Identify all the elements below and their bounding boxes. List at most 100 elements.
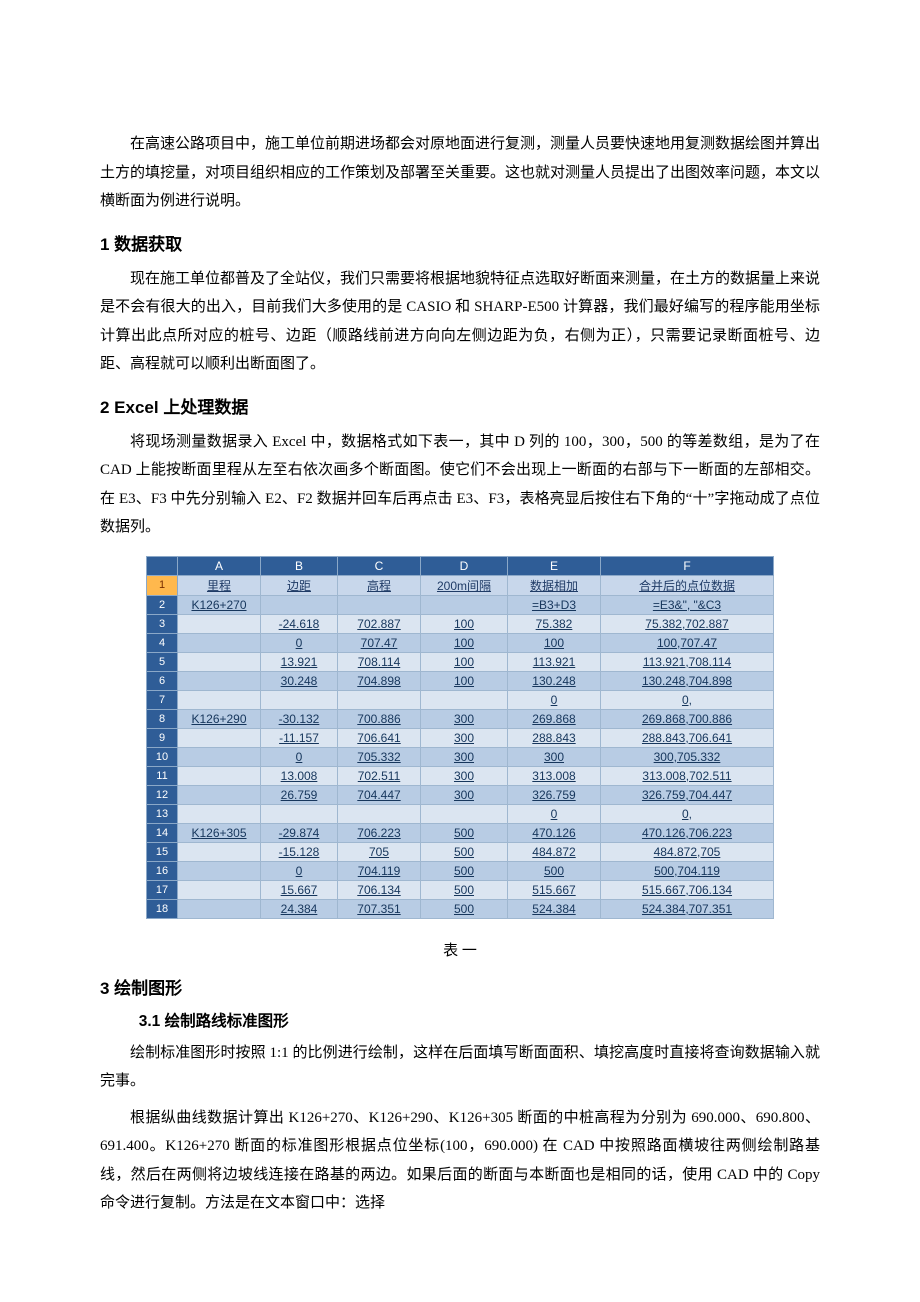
table-cell: 0: [508, 690, 601, 709]
table-cell: 113.921: [508, 652, 601, 671]
table-cell: [178, 671, 261, 690]
row-header: 10: [147, 747, 178, 766]
col-header: A: [178, 556, 261, 575]
table-cell: 500: [421, 842, 508, 861]
section-3-1-title: 3.1 绘制路线标准图形: [100, 1009, 820, 1031]
row-header: 15: [147, 842, 178, 861]
table-cell: -11.157: [261, 728, 338, 747]
table-cell: =E3&", "&C3: [601, 595, 774, 614]
table-cell: [178, 861, 261, 880]
table-cell: 100: [421, 633, 508, 652]
table-cell: [178, 766, 261, 785]
table-cell: 15.667: [261, 880, 338, 899]
table-cell: [178, 842, 261, 861]
table-cell: [261, 690, 338, 709]
table-cell: [178, 633, 261, 652]
table-cell: 707.351: [338, 899, 421, 918]
sub-header-cell: 高程: [338, 575, 421, 595]
table-cell: 500: [421, 899, 508, 918]
table-cell: -15.128: [261, 842, 338, 861]
table-cell: [338, 804, 421, 823]
table-cell: 704.898: [338, 671, 421, 690]
table-cell: 269.868,700.886: [601, 709, 774, 728]
table-cell: 100,707.47: [601, 633, 774, 652]
table-cell: 300: [421, 728, 508, 747]
table-cell: [338, 595, 421, 614]
section-2-paragraph: 将现场测量数据录入 Excel 中，数据格式如下表一，其中 D 列的 100，3…: [100, 428, 820, 542]
section-3-paragraph-2: 根据纵曲线数据计算出 K126+270、K126+290、K126+305 断面…: [100, 1104, 820, 1218]
table-cell: 706.641: [338, 728, 421, 747]
table-cell: 0,: [601, 690, 774, 709]
table-cell: [261, 595, 338, 614]
col-header: F: [601, 556, 774, 575]
table-cell: 0: [261, 633, 338, 652]
section-2-title: 2 Excel 上处理数据: [100, 393, 820, 418]
table-cell: K126+270: [178, 595, 261, 614]
table-cell: 130.248,704.898: [601, 671, 774, 690]
table-cell: -29.874: [261, 823, 338, 842]
table-cell: [338, 690, 421, 709]
table-cell: 326.759: [508, 785, 601, 804]
table-cell: 0,: [601, 804, 774, 823]
table-cell: 708.114: [338, 652, 421, 671]
table-cell: 100: [421, 652, 508, 671]
table-cell: 706.223: [338, 823, 421, 842]
table-cell: K126+305: [178, 823, 261, 842]
table-cell: 75.382,702.887: [601, 614, 774, 633]
section-1-title: 1 数据获取: [100, 230, 820, 255]
table-cell: 500: [421, 823, 508, 842]
excel-table-wrap: ABCDEF1里程边距高程200m间隔数据相加合并后的点位数据2K126+270…: [100, 556, 820, 919]
row-header: 12: [147, 785, 178, 804]
table-cell: [178, 652, 261, 671]
table-caption: 表 一: [100, 939, 820, 960]
table-cell: 130.248: [508, 671, 601, 690]
row-header: 17: [147, 880, 178, 899]
table-cell: [421, 690, 508, 709]
table-cell: 113.921,708.114: [601, 652, 774, 671]
table-cell: 0: [508, 804, 601, 823]
table-cell: 75.382: [508, 614, 601, 633]
table-cell: [178, 899, 261, 918]
row-header: 11: [147, 766, 178, 785]
table-cell: 100: [508, 633, 601, 652]
table-cell: [421, 804, 508, 823]
table-cell: 300: [421, 709, 508, 728]
row-header: 1: [147, 575, 178, 595]
table-cell: 704.447: [338, 785, 421, 804]
table-cell: 500: [421, 880, 508, 899]
table-cell: [421, 595, 508, 614]
table-cell: 524.384,707.351: [601, 899, 774, 918]
table-cell: =B3+D3: [508, 595, 601, 614]
table-cell: 700.886: [338, 709, 421, 728]
table-cell: [178, 804, 261, 823]
table-cell: 470.126: [508, 823, 601, 842]
section-3-paragraph-1: 绘制标准图形时按照 1:1 的比例进行绘制，这样在后面填写断面面积、填挖高度时直…: [100, 1039, 820, 1096]
table-cell: 269.868: [508, 709, 601, 728]
row-header: 5: [147, 652, 178, 671]
table-cell: 500: [508, 861, 601, 880]
col-header: D: [421, 556, 508, 575]
table-cell: 707.47: [338, 633, 421, 652]
table-cell: 100: [421, 614, 508, 633]
table-cell: 313.008: [508, 766, 601, 785]
table-cell: -30.132: [261, 709, 338, 728]
table-cell: 288.843,706.641: [601, 728, 774, 747]
table-cell: [178, 614, 261, 633]
table-cell: 484.872: [508, 842, 601, 861]
table-cell: 0: [261, 861, 338, 880]
col-header: E: [508, 556, 601, 575]
sub-header-cell: 边距: [261, 575, 338, 595]
document-page: 在高速公路项目中，施工单位前期进场都会对原地面进行复测，测量人员要快速地用复测数…: [0, 0, 920, 1286]
table-cell: 705.332: [338, 747, 421, 766]
table-cell: 13.008: [261, 766, 338, 785]
section-1-paragraph: 现在施工单位都普及了全站仪，我们只需要将根据地貌特征点选取好断面来测量，在土方的…: [100, 265, 820, 379]
table-cell: 702.511: [338, 766, 421, 785]
intro-paragraph: 在高速公路项目中，施工单位前期进场都会对原地面进行复测，测量人员要快速地用复测数…: [100, 130, 820, 216]
table-cell: [261, 804, 338, 823]
table-cell: [178, 785, 261, 804]
row-header: 9: [147, 728, 178, 747]
row-header: 3: [147, 614, 178, 633]
table-cell: 288.843: [508, 728, 601, 747]
table-cell: K126+290: [178, 709, 261, 728]
table-cell: 500: [421, 861, 508, 880]
